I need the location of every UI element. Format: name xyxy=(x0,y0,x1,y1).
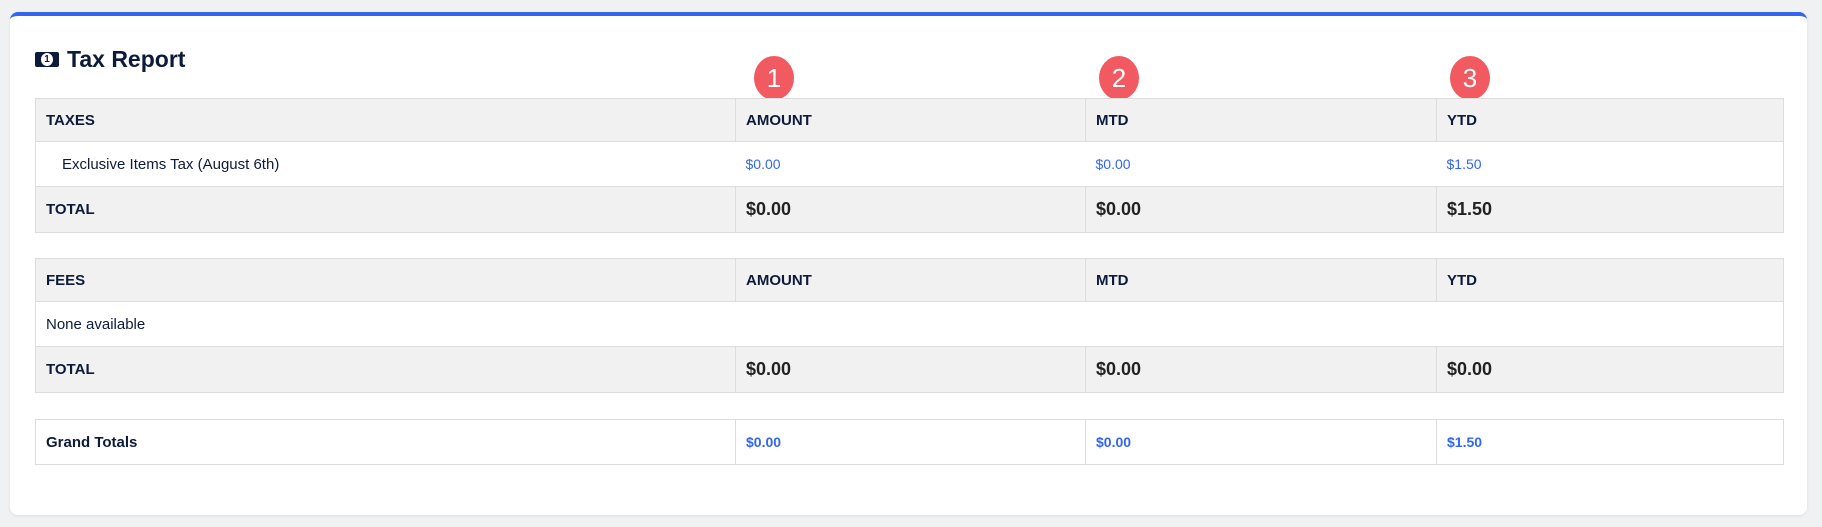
total-amount: $0.00 xyxy=(735,346,1086,393)
grand-totals-label: Grand Totals xyxy=(35,419,736,465)
grand-totals-row: Grand Totals $0.00 $0.00 $1.50 xyxy=(35,419,1784,465)
tax-ytd-link[interactable]: $1.50 xyxy=(1436,141,1784,187)
annotation-badge-1: 1 xyxy=(754,56,794,100)
header-amount: AMOUNT xyxy=(735,258,1086,302)
page-title: Tax Report xyxy=(35,46,185,73)
header-ytd: YTD xyxy=(1436,98,1784,142)
annotation-badge-3: 3 xyxy=(1450,56,1490,100)
header-ytd: YTD xyxy=(1436,258,1784,302)
fees-table: FEES AMOUNT MTD YTD None available TOTAL… xyxy=(35,258,1784,393)
tax-name: Exclusive Items Tax (August 6th) xyxy=(35,141,736,187)
grand-ytd-link[interactable]: $1.50 xyxy=(1436,419,1784,465)
total-mtd: $0.00 xyxy=(1085,346,1437,393)
total-row: TOTAL $0.00 $0.00 $0.00 xyxy=(35,346,1784,393)
header-taxes: TAXES xyxy=(35,98,736,142)
grand-mtd-link[interactable]: $0.00 xyxy=(1085,419,1437,465)
total-label: TOTAL xyxy=(35,186,736,233)
tax-mtd-link[interactable]: $0.00 xyxy=(1085,141,1437,187)
table-row: None available xyxy=(35,301,1784,347)
annotation-badge-2: 2 xyxy=(1099,56,1139,100)
table-header: FEES AMOUNT MTD YTD xyxy=(35,258,1784,302)
tax-amount-link[interactable]: $0.00 xyxy=(735,141,1086,187)
empty-message: None available xyxy=(35,301,1784,347)
total-row: TOTAL $0.00 $0.00 $1.50 xyxy=(35,186,1784,233)
table-header: TAXES AMOUNT MTD YTD xyxy=(35,98,1784,142)
grand-amount-link[interactable]: $0.00 xyxy=(735,419,1086,465)
money-icon xyxy=(35,52,59,67)
taxes-table: TAXES AMOUNT MTD YTD Exclusive Items Tax… xyxy=(35,98,1784,233)
grand-totals-table: Grand Totals $0.00 $0.00 $1.50 xyxy=(35,419,1784,465)
header-mtd: MTD xyxy=(1085,98,1437,142)
total-label: TOTAL xyxy=(35,346,736,393)
total-mtd: $0.00 xyxy=(1085,186,1437,233)
total-ytd: $1.50 xyxy=(1436,186,1784,233)
tax-report-card: Tax Report 1 2 3 TAXES AMOUNT MTD YTD Ex… xyxy=(10,12,1807,515)
header-mtd: MTD xyxy=(1085,258,1437,302)
header-fees: FEES xyxy=(35,258,736,302)
header-amount: AMOUNT xyxy=(735,98,1086,142)
total-ytd: $0.00 xyxy=(1436,346,1784,393)
table-row: Exclusive Items Tax (August 6th) $0.00 $… xyxy=(35,141,1784,187)
title-text: Tax Report xyxy=(67,46,186,72)
total-amount: $0.00 xyxy=(735,186,1086,233)
